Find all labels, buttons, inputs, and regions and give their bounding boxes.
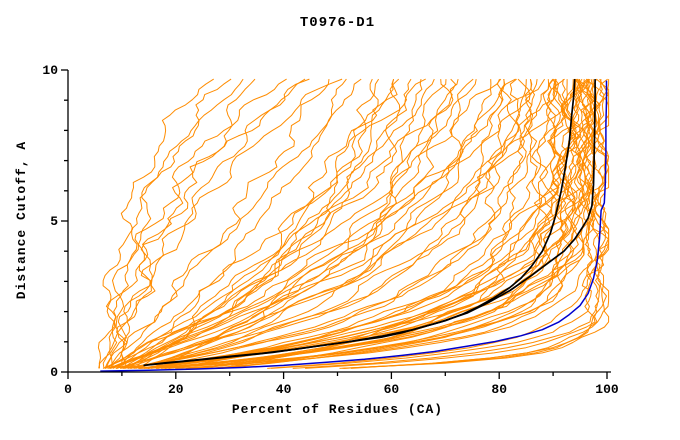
highlight-model-curve: [148, 79, 596, 366]
model-curve: [115, 78, 347, 369]
model-curve: [121, 78, 380, 369]
model-curve: [148, 78, 474, 369]
x-tick-label: 20: [168, 382, 184, 397]
model-curve: [134, 78, 412, 369]
model-curve: [339, 79, 610, 369]
model-curve: [108, 78, 244, 369]
model-curve: [122, 79, 535, 369]
model-curve: [187, 79, 579, 369]
model-curve: [168, 78, 582, 369]
model-curve: [116, 78, 310, 369]
model-curve: [135, 79, 423, 369]
model-curve: [129, 79, 506, 369]
model-curve: [104, 79, 330, 369]
model-curve: [219, 78, 585, 369]
model-curve: [105, 78, 306, 369]
model-curve: [150, 78, 534, 369]
model-curve: [111, 78, 343, 369]
x-tick-label: 0: [64, 382, 72, 397]
x-axis-label: Percent of Residues (CA): [231, 402, 444, 417]
model-curve: [107, 79, 505, 369]
x-tick-label: 100: [595, 382, 619, 397]
model-curve: [144, 79, 574, 369]
y-tick-label: 5: [50, 214, 58, 229]
model-curve: [138, 79, 453, 369]
model-curve: [110, 78, 565, 369]
model-curve: [117, 78, 287, 369]
model-curve: [108, 78, 362, 369]
model-curve: [119, 78, 531, 369]
model-curve: [102, 78, 502, 369]
model-curve: [137, 78, 395, 369]
model-curve: [143, 78, 564, 369]
model-curve: [192, 78, 592, 369]
model-curve: [342, 78, 604, 369]
model-curve: [104, 78, 546, 369]
x-tick-label: 80: [491, 382, 507, 397]
model-curve: [305, 78, 610, 369]
model-curve: [175, 78, 580, 369]
model-curve: [221, 79, 600, 369]
model-curve: [112, 78, 435, 369]
model-curve: [141, 78, 564, 369]
model-curve: [123, 78, 401, 369]
x-tick-label: 40: [276, 382, 292, 397]
model-curve: [130, 79, 527, 369]
model-curve: [115, 79, 492, 369]
x-tick-label: 60: [384, 382, 400, 397]
y-tick-label: 0: [50, 365, 58, 380]
model-curve: [124, 78, 557, 369]
model-curve: [108, 79, 477, 369]
model-curve: [104, 78, 398, 369]
model-curve: [97, 78, 214, 369]
y-axis-label: Distance Cutoff, A: [14, 140, 29, 300]
model-curve: [145, 79, 550, 369]
model-curve: [138, 78, 601, 369]
chart-title: T0976-D1: [299, 15, 376, 31]
model-curve: [102, 78, 232, 369]
model-curve: [185, 78, 592, 369]
model-curve: [208, 78, 598, 369]
y-tick-label: 10: [42, 63, 58, 78]
model-curve: [98, 78, 256, 369]
model-curve: [343, 78, 609, 369]
model-curve: [157, 79, 447, 369]
model-curve: [199, 78, 574, 369]
best-model-curve: [100, 80, 608, 372]
model-curve: [200, 78, 600, 369]
